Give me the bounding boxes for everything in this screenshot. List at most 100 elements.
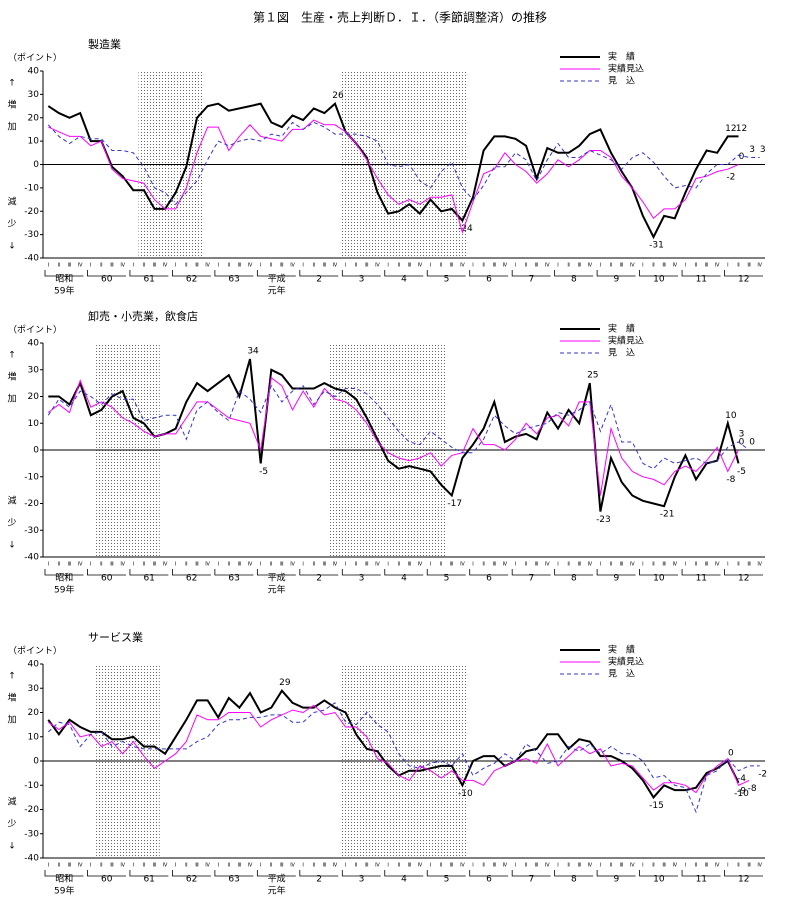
year-bracket: [87, 270, 126, 277]
x-tick-label: Ⅱ: [525, 263, 527, 269]
year-bracket: [469, 569, 509, 576]
x-tick-label: Ⅲ: [323, 863, 326, 869]
year-bracket: [87, 569, 126, 576]
value-label: 29: [279, 678, 291, 688]
year-bracket: [639, 270, 679, 277]
year-label: 12: [738, 574, 749, 584]
down-label: ↓: [8, 242, 16, 252]
value-label: -10: [734, 789, 749, 799]
value-label: 10: [725, 411, 737, 421]
y-tick-label: -20: [24, 499, 39, 509]
year-label: 62: [186, 875, 197, 885]
year-bracket: [681, 270, 721, 277]
x-tick-label: Ⅳ: [418, 863, 423, 869]
y-tick-label: -10: [24, 183, 39, 193]
value-label: 0: [739, 438, 745, 448]
up-label: 加: [7, 715, 16, 726]
x-tick-label: Ⅰ: [685, 863, 686, 869]
x-tick-label: Ⅰ: [472, 863, 473, 869]
x-tick-label: Ⅲ: [365, 263, 368, 269]
x-tick-label: Ⅰ: [387, 263, 388, 269]
year-bracket: [384, 870, 424, 877]
down-label: 減: [7, 196, 16, 208]
value-label: -17: [447, 499, 462, 509]
x-tick-label: Ⅱ: [737, 562, 739, 568]
x-tick-label: Ⅳ: [460, 562, 465, 568]
x-tick-label: Ⅳ: [545, 263, 550, 269]
x-tick-label: Ⅲ: [493, 562, 496, 568]
year-label: 7: [529, 875, 535, 885]
year-bracket: [44, 270, 84, 277]
x-tick-label: Ⅲ: [577, 562, 580, 568]
x-tick-label: Ⅳ: [672, 263, 677, 269]
x-tick-label: Ⅰ: [345, 263, 346, 269]
x-tick-label: Ⅳ: [205, 263, 210, 269]
x-tick-label: Ⅰ: [260, 562, 261, 568]
year-label: 10: [653, 875, 665, 885]
year-bracket: [129, 870, 169, 877]
x-tick-label: Ⅳ: [205, 863, 210, 869]
year-label: 4: [401, 574, 407, 584]
x-tick-label: Ⅳ: [375, 863, 380, 869]
x-tick-label: Ⅲ: [662, 263, 665, 269]
x-tick-label: Ⅰ: [430, 562, 431, 568]
x-tick-label: Ⅱ: [270, 863, 272, 869]
year-bracket: [299, 569, 339, 576]
down-label: ↓: [8, 541, 16, 551]
x-tick-label: Ⅱ: [355, 863, 357, 869]
x-tick-label: Ⅱ: [695, 263, 697, 269]
year-bracket: [172, 569, 211, 576]
up-label: 増: [7, 99, 16, 111]
year-label: 8: [571, 574, 577, 584]
legend-label: 実 績: [608, 51, 635, 63]
x-tick-label: Ⅲ: [747, 562, 750, 568]
x-tick-label: Ⅱ: [397, 263, 399, 269]
x-tick-label: Ⅰ: [48, 263, 49, 269]
x-tick-label: Ⅳ: [78, 263, 83, 269]
year-sublabel: 元年: [268, 885, 286, 897]
x-tick-label: Ⅰ: [600, 263, 601, 269]
y-tick-label: -20: [24, 207, 39, 217]
year-label: 6: [486, 875, 492, 885]
y-tick-label: 0: [33, 446, 39, 456]
y-tick-label: -40: [24, 854, 39, 864]
x-tick-label: Ⅲ: [705, 263, 708, 269]
down-label: 減: [7, 495, 16, 507]
year-label: 11: [696, 275, 707, 285]
panel-title: 製造業: [88, 37, 121, 51]
x-tick-label: Ⅲ: [408, 263, 411, 269]
x-tick-label: Ⅲ: [450, 263, 453, 269]
x-tick-label: Ⅰ: [90, 863, 91, 869]
x-tick-label: Ⅰ: [90, 562, 91, 568]
year-sublabel: 元年: [268, 584, 286, 596]
year-label: 5: [444, 574, 450, 584]
x-tick-label: Ⅱ: [58, 263, 60, 269]
year-bracket: [724, 569, 763, 576]
x-tick-label: Ⅰ: [302, 562, 303, 568]
x-tick-label: Ⅳ: [333, 263, 338, 269]
year-label: 平成: [268, 273, 286, 285]
year-bracket: [214, 870, 254, 877]
series-line: [47, 689, 740, 800]
year-bracket: [596, 270, 636, 277]
x-tick-label: Ⅰ: [175, 562, 176, 568]
x-tick-label: Ⅱ: [440, 863, 442, 869]
x-tick-label: Ⅰ: [260, 263, 261, 269]
x-tick-label: Ⅲ: [323, 263, 326, 269]
x-tick-label: Ⅰ: [472, 562, 473, 568]
x-tick-label: Ⅱ: [270, 263, 272, 269]
down-label: ↓: [8, 842, 16, 852]
x-tick-label: Ⅲ: [110, 263, 113, 269]
x-tick-label: Ⅱ: [525, 562, 527, 568]
y-tick-label: -20: [24, 805, 39, 815]
x-tick-label: Ⅲ: [280, 562, 283, 568]
x-tick-label: Ⅳ: [120, 863, 125, 869]
y-tick-label: -10: [24, 781, 39, 791]
legend-label: 見 込: [608, 669, 635, 680]
x-tick-label: Ⅳ: [503, 863, 508, 869]
year-bracket: [87, 870, 126, 877]
year-label: 9: [613, 574, 619, 584]
x-tick-label: Ⅱ: [228, 863, 230, 869]
x-tick-label: Ⅱ: [143, 562, 145, 568]
